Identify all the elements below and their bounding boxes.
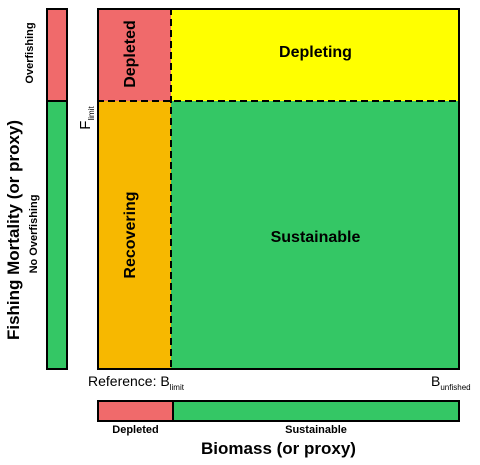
f-limit-label: Flimit <box>77 93 97 143</box>
bottom-sustainable-label: Sustainable <box>285 424 347 436</box>
quadrant-recovering <box>97 101 171 370</box>
depleting-label: Depleting <box>279 44 352 61</box>
b-unfished-label: Bunfished <box>431 373 471 392</box>
depleted-bar-segment <box>97 400 174 422</box>
b-limit-main: B <box>160 373 170 389</box>
quadrant-depleting <box>171 8 460 101</box>
no-overfishing-label: No Overfishing <box>28 194 40 274</box>
quadrant-sustainable <box>171 101 460 370</box>
depleted-label: Depleted <box>122 20 139 88</box>
threshold-lines <box>97 8 460 370</box>
sustainable-bar-segment <box>172 400 460 422</box>
overfishing-label: Overfishing <box>24 22 36 84</box>
y-axis-title: Fishing Mortality (or proxy) <box>4 119 23 341</box>
b-unfished-main: B <box>431 373 441 389</box>
no-overfishing-bar-segment <box>46 100 68 370</box>
recovering-label: Recovering <box>122 191 139 279</box>
sustainable-label: Sustainable <box>270 229 361 246</box>
quadrant-depleted <box>97 8 171 101</box>
status-matrix: Depleted Depleting Recovering Sustainabl… <box>97 8 460 370</box>
b-limit-sub: limit <box>169 382 184 392</box>
reference-text: Reference: <box>88 373 157 389</box>
overfishing-bar-segment <box>46 8 68 102</box>
reference-label: Reference: Blimit <box>88 373 184 392</box>
matrix-border <box>97 8 460 370</box>
bottom-depleted-label: Depleted <box>112 424 159 436</box>
f-limit-main: F <box>77 120 94 130</box>
b-unfished-sub: unfished <box>440 382 471 392</box>
x-axis-title: Biomass (or proxy) <box>201 439 356 458</box>
f-limit-sub: limit <box>87 106 96 121</box>
